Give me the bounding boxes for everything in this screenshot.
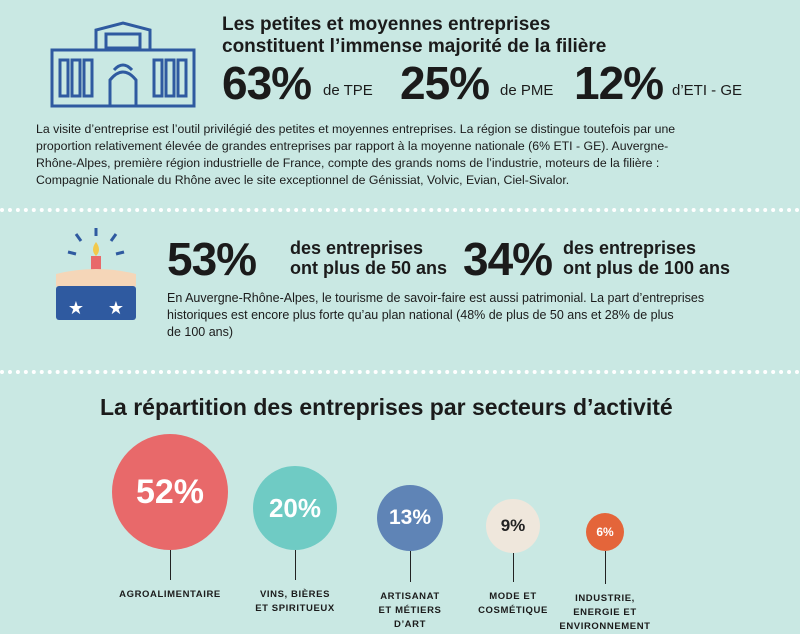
bubble-stem <box>295 550 296 580</box>
sector-label-line: ARTISANAT <box>380 591 440 602</box>
stat-50ans-line2: ont plus de 50 ans <box>290 258 448 278</box>
stat-50ans-value: 53% <box>167 233 257 285</box>
sector-label-line: ET SPIRITUEUX <box>255 603 335 614</box>
bubble-stem <box>513 553 514 582</box>
sector-label-line: INDUSTRIE, <box>575 593 635 604</box>
stat-100ans-text: des entreprises ont plus de 100 ans <box>563 238 730 278</box>
section1-paragraph-line: proportion relativement élevée de grande… <box>36 139 669 153</box>
bubble-value-label: 52% <box>135 472 205 511</box>
svg-text:★: ★ <box>68 298 84 319</box>
bubble-value-label: 6% <box>596 525 614 539</box>
stat-eti-label: d’ETI - GE <box>672 82 743 99</box>
divider <box>0 208 800 212</box>
section2-paragraph: En Auvergne-Rhône-Alpes, le tourisme de … <box>167 290 787 341</box>
bubble-stem <box>410 551 411 582</box>
birthday-cake-icon: ★ ★ <box>46 224 146 324</box>
section1-paragraph: La visite d’entreprise est l’outil privi… <box>36 121 786 189</box>
section2-paragraph-line: de 100 ans) <box>167 325 234 339</box>
sector-label-line: ET MÉTIERS <box>378 605 442 616</box>
section1-paragraph-line: Compagnie Nationale du Rhône avec le sit… <box>36 173 570 187</box>
sector-label: MODE ET COSMÉTIQUE <box>443 590 583 618</box>
stat-eti-value: 12% <box>574 57 664 109</box>
stat-tpe-value: 63% <box>222 57 312 109</box>
stat-100ans-line1: des entreprises <box>563 238 697 258</box>
bubble-value-label: 13% <box>388 506 432 529</box>
sector-bubble: 9% <box>486 499 540 553</box>
factory-building-icon <box>48 20 198 110</box>
divider <box>0 370 800 374</box>
stat-tpe-label: de TPE <box>323 82 373 99</box>
bubble-stem <box>170 550 171 580</box>
section1-title: Les petites et moyennes entreprises cons… <box>222 14 606 58</box>
sector-label-line: ENVIRONNEMENT <box>559 621 651 632</box>
sector-label-line: D’ART <box>393 619 427 630</box>
sector-bubble-chart: 52% AGROALIMENTAIRE 20% VINS, BIÈRES ET SPIR… <box>0 430 800 633</box>
bubble-value-label: 20% <box>268 492 322 523</box>
section2-paragraph-line: En Auvergne-Rhône-Alpes, le tourisme de … <box>167 291 705 305</box>
svg-text:★: ★ <box>108 298 124 319</box>
sector-label: AGROALIMENTAIRE <box>100 588 240 602</box>
stat-pme-label: de PME <box>500 82 554 99</box>
sector-bubble: 20% <box>253 466 337 550</box>
section3-title: La répartition des entreprises par secte… <box>100 394 673 420</box>
sector-label-line: COSMÉTIQUE <box>478 605 548 616</box>
sector-label-line: ENERGIE ET <box>573 607 637 618</box>
stat-100ans-value: 34% <box>463 233 553 285</box>
sector-bubble: 6% <box>586 513 624 551</box>
sector-bubble: 13% <box>377 485 443 551</box>
section1-paragraph-line: Rhône-Alpes, première région industriell… <box>36 156 660 170</box>
section1-title-line2: constituent l’immense majorité de la fil… <box>222 36 607 57</box>
stat-50ans-text: des entreprises ont plus de 50 ans <box>290 238 447 278</box>
stat-100ans-line2: ont plus de 100 ans <box>563 258 731 278</box>
section2-paragraph-line: historiques est encore plus forte qu’au … <box>167 308 674 322</box>
sector-label-line: AGROALIMENTAIRE <box>119 589 221 600</box>
sector-bubble: 52% <box>112 434 228 550</box>
stat-50ans-line1: des entreprises <box>290 238 424 258</box>
sector-label: INDUSTRIE, ENERGIE ET ENVIRONNEMENT <box>535 592 675 634</box>
section1-paragraph-line: La visite d’entreprise est l’outil privi… <box>36 122 676 136</box>
sector-label-line: MODE ET <box>489 591 537 602</box>
bubble-value-label: 9% <box>500 516 526 535</box>
sector-label: VINS, BIÈRES ET SPIRITUEUX <box>225 588 365 616</box>
sector-label: ARTISANAT ET MÉTIERS D’ART <box>340 590 480 632</box>
sector-label-line: VINS, BIÈRES <box>259 589 331 600</box>
section1-title-line1: Les petites et moyennes entreprises <box>222 14 551 35</box>
bubble-stem <box>605 551 606 584</box>
stat-pme-value: 25% <box>400 57 490 109</box>
